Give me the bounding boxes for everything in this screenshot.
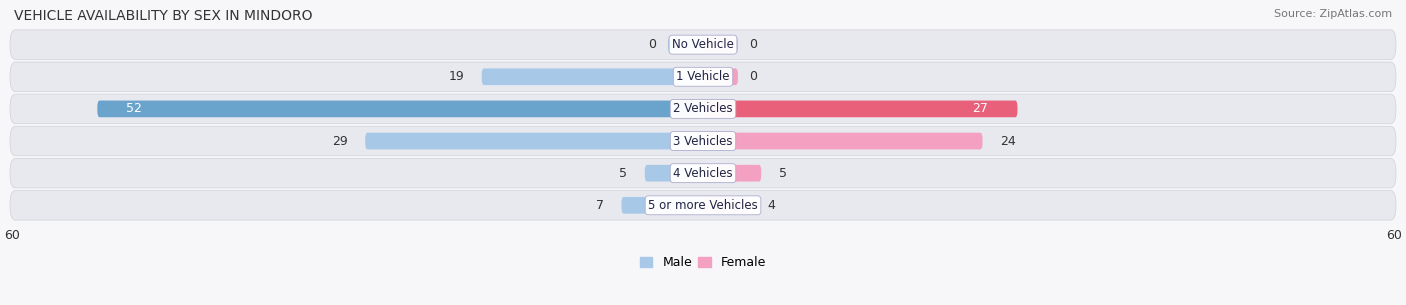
Text: 5 or more Vehicles: 5 or more Vehicles [648, 199, 758, 212]
Text: 3 Vehicles: 3 Vehicles [673, 135, 733, 148]
Text: 4: 4 [768, 199, 775, 212]
FancyBboxPatch shape [10, 94, 1396, 124]
FancyBboxPatch shape [703, 197, 749, 214]
FancyBboxPatch shape [10, 158, 1396, 188]
Text: 2 Vehicles: 2 Vehicles [673, 102, 733, 115]
Text: 0: 0 [749, 70, 758, 83]
FancyBboxPatch shape [703, 133, 983, 149]
Text: 60: 60 [4, 229, 20, 242]
Text: 4 Vehicles: 4 Vehicles [673, 167, 733, 180]
Text: 60: 60 [1386, 229, 1402, 242]
Text: 5: 5 [779, 167, 787, 180]
FancyBboxPatch shape [703, 165, 761, 181]
Text: 1 Vehicle: 1 Vehicle [676, 70, 730, 83]
Text: 7: 7 [596, 199, 605, 212]
FancyBboxPatch shape [10, 126, 1396, 156]
FancyBboxPatch shape [621, 197, 703, 214]
FancyBboxPatch shape [668, 36, 703, 53]
Text: Source: ZipAtlas.com: Source: ZipAtlas.com [1274, 9, 1392, 19]
FancyBboxPatch shape [482, 68, 703, 85]
Text: No Vehicle: No Vehicle [672, 38, 734, 51]
FancyBboxPatch shape [703, 101, 1018, 117]
FancyBboxPatch shape [97, 101, 703, 117]
Text: 0: 0 [648, 38, 657, 51]
Text: 24: 24 [1000, 135, 1015, 148]
FancyBboxPatch shape [366, 133, 703, 149]
Text: VEHICLE AVAILABILITY BY SEX IN MINDORO: VEHICLE AVAILABILITY BY SEX IN MINDORO [14, 9, 312, 23]
FancyBboxPatch shape [703, 36, 738, 53]
FancyBboxPatch shape [10, 30, 1396, 59]
Text: 52: 52 [127, 102, 142, 115]
FancyBboxPatch shape [10, 62, 1396, 92]
Text: 5: 5 [619, 167, 627, 180]
Text: 27: 27 [973, 102, 988, 115]
Text: 29: 29 [332, 135, 347, 148]
Legend: Male, Female: Male, Female [636, 253, 770, 273]
FancyBboxPatch shape [645, 165, 703, 181]
Text: 0: 0 [749, 38, 758, 51]
Text: 19: 19 [449, 70, 464, 83]
FancyBboxPatch shape [10, 191, 1396, 220]
FancyBboxPatch shape [703, 68, 738, 85]
